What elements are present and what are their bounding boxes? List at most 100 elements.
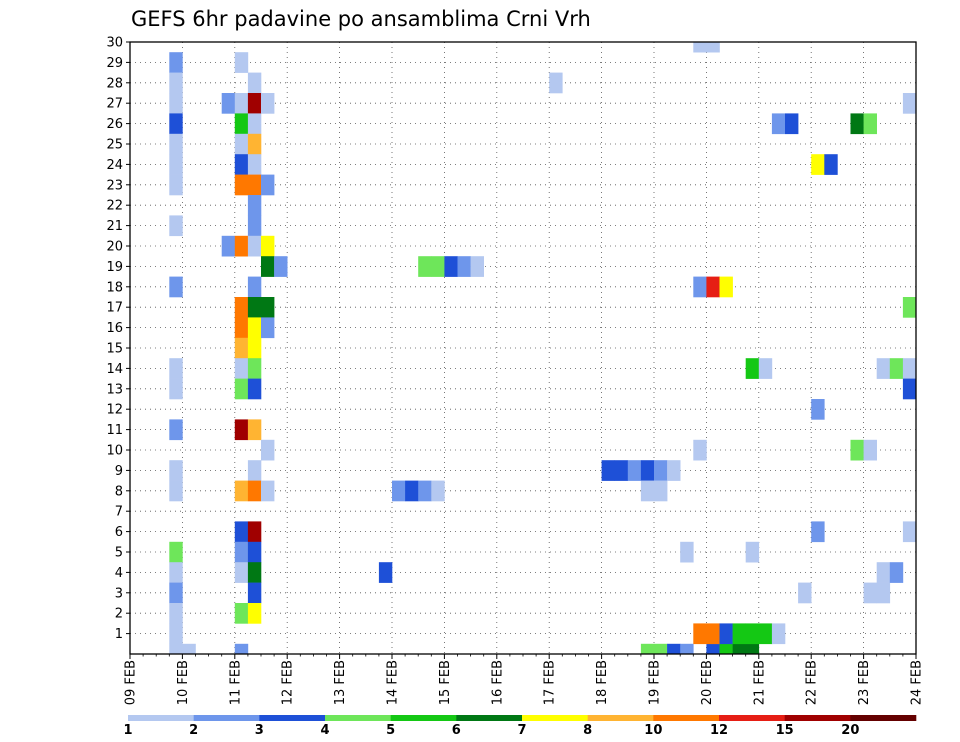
- y-tick-label: 29: [106, 56, 123, 71]
- heatmap-cell: [247, 297, 262, 318]
- heatmap-cell: [221, 235, 236, 257]
- heatmap-cell: [745, 623, 760, 645]
- x-tick-label: 22 FEB: [805, 660, 820, 705]
- heatmap-cell: [234, 480, 249, 502]
- heatmap-cell: [247, 541, 262, 563]
- heatmap-cell: [247, 460, 262, 481]
- x-tick-label: 12 FEB: [281, 660, 296, 705]
- heatmap-cell: [234, 297, 249, 318]
- heatmap-cell: [706, 623, 720, 645]
- heatmap-cell: [234, 154, 249, 175]
- heatmap-cell: [261, 297, 275, 318]
- heatmap-cell: [667, 460, 681, 481]
- x-tick-label: 13 FEB: [333, 660, 348, 705]
- heatmap-cell: [771, 113, 786, 135]
- heatmap-cell: [640, 643, 655, 655]
- heatmap-cell: [169, 154, 183, 175]
- heatmap-cell: [247, 317, 262, 339]
- heatmap-cell: [221, 93, 236, 114]
- heatmap-cell: [654, 460, 668, 481]
- heatmap-cell: [719, 623, 733, 645]
- heatmap-cell: [261, 480, 275, 502]
- y-tick-label: 16: [106, 321, 123, 336]
- heatmap-cell: [234, 317, 249, 339]
- heatmap-cell: [667, 643, 681, 655]
- heatmap-cell: [169, 460, 183, 481]
- heatmap-cell: [601, 460, 615, 481]
- y-tick-label: 24: [106, 158, 123, 173]
- y-tick-label: 21: [106, 219, 123, 234]
- heatmap-cell: [850, 113, 864, 135]
- heatmap-cell: [234, 52, 249, 73]
- heatmap-cell: [247, 113, 262, 135]
- y-tick-label: 12: [106, 403, 123, 418]
- heatmap-cell: [234, 419, 249, 441]
- y-tick-label: 20: [106, 240, 123, 255]
- y-tick-label: 23: [106, 178, 123, 193]
- colorbar-swatch: [784, 715, 851, 721]
- heatmap-cell: [758, 623, 773, 645]
- heatmap-cell: [234, 643, 249, 655]
- heatmap-cell: [234, 358, 249, 379]
- heatmap-cell: [247, 276, 262, 298]
- heatmap-cell: [169, 276, 183, 298]
- heatmap-cell: [785, 113, 799, 135]
- y-tick-label: 11: [106, 423, 123, 438]
- colorbar-swatch: [653, 715, 720, 721]
- colorbar-label: 10: [644, 723, 662, 738]
- x-tick-label: 24 FEB: [910, 660, 925, 705]
- x-tick-label: 15 FEB: [438, 660, 453, 705]
- heatmap-cell: [549, 72, 563, 94]
- heatmap-cell: [876, 582, 891, 604]
- heatmap-cell: [234, 174, 249, 196]
- colorbar-label: 2: [189, 723, 198, 738]
- heatmap-cell: [418, 480, 432, 502]
- heatmap-cell: [680, 541, 694, 563]
- heatmap-cell: [169, 378, 183, 400]
- y-tick-label: 22: [106, 199, 123, 214]
- y-tick-label: 26: [106, 117, 123, 132]
- colorbar-legend: 1 2 3 4 5 6 7 8 10 12 15 20: [123, 715, 917, 738]
- heatmap-cell: [889, 358, 904, 379]
- heatmap-cell: [247, 337, 262, 359]
- heatmap-cell: [732, 623, 746, 645]
- heatmap-cell: [444, 256, 458, 277]
- heatmap-cell: [261, 317, 275, 339]
- heatmap-cell: [745, 358, 760, 379]
- data-cells: [169, 42, 917, 655]
- y-tick-label: 1: [115, 627, 123, 642]
- heatmap-cell: [863, 582, 877, 604]
- y-tick-label: 4: [115, 566, 123, 581]
- y-tick-label: 17: [106, 301, 123, 316]
- heatmap-cell: [261, 439, 275, 461]
- heatmap-cell: [169, 215, 183, 237]
- heatmap-cell: [798, 582, 812, 604]
- heatmap-cell: [247, 521, 262, 543]
- x-tick-label: 19 FEB: [648, 660, 663, 705]
- heatmap-cell: [457, 256, 471, 277]
- heatmap-cell: [627, 460, 642, 481]
- x-tick-label: 11 FEB: [228, 660, 243, 705]
- heatmap-cell: [758, 358, 773, 379]
- heatmap-cell: [418, 256, 432, 277]
- heatmap-cell: [234, 133, 249, 155]
- heatmap-cell: [706, 276, 720, 298]
- y-tick-label: 5: [115, 546, 123, 561]
- heatmap-cell: [169, 643, 183, 655]
- y-tick-label: 2: [115, 607, 123, 622]
- colorbar-label: 20: [841, 723, 859, 738]
- y-tick-label: 14: [106, 362, 123, 377]
- colorbar-swatch: [193, 715, 260, 721]
- y-tick-label: 9: [115, 464, 123, 479]
- x-tick-label: 17 FEB: [543, 660, 558, 705]
- heatmap-cell: [169, 480, 183, 502]
- heatmap-cell: [876, 358, 891, 379]
- heatmap-cell: [706, 42, 720, 53]
- heatmap-cell: [169, 582, 183, 604]
- y-tick-label: 8: [115, 484, 123, 499]
- y-tick-label: 10: [106, 444, 123, 459]
- colorbar-label: 7: [517, 723, 526, 738]
- heatmap-cell: [247, 480, 262, 502]
- heatmap-cell: [654, 643, 668, 655]
- heatmap-cell: [902, 93, 917, 114]
